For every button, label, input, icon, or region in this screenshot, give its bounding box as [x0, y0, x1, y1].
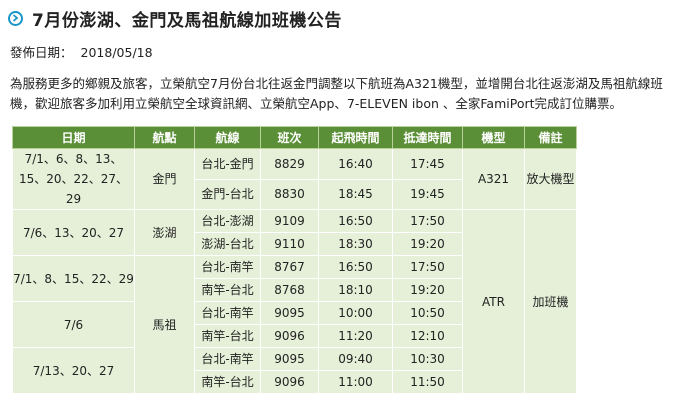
arrival-time-cell: 10:50	[392, 301, 463, 325]
page-title: 7月份澎湖、金門及馬祖航線加班機公告	[32, 10, 342, 31]
arrival-time-cell: 17:45	[392, 148, 463, 180]
chevron-right-circle-icon	[8, 10, 23, 26]
flight-number-cell: 8829	[260, 148, 319, 180]
departure-time-cell: 16:40	[318, 148, 393, 180]
route-cell: 澎湖-台北	[194, 232, 261, 256]
column-header-flight: 班次	[260, 126, 319, 149]
route-cell: 台北-南竿	[194, 347, 261, 371]
destination-cell: 澎湖	[134, 209, 195, 256]
flight-number-cell: 9095	[260, 301, 319, 325]
remarks-cell: 加班機	[524, 209, 577, 394]
departure-time-cell: 10:00	[318, 301, 393, 325]
flight-number-cell: 9110	[260, 232, 319, 256]
date-cell: 7/6	[12, 301, 135, 348]
flight-schedule-table: 日期 航點 航線 班次 起飛時間 抵達時間 機型 備註 7/1、6、8、13、1…	[12, 126, 577, 394]
aircraft-cell: ATR	[462, 209, 525, 394]
column-header-departure: 起飛時間	[318, 126, 393, 149]
date-cell: 7/1、6、8、13、15、20、22、27、29	[12, 148, 135, 210]
table-header-row: 日期 航點 航線 班次 起飛時間 抵達時間 機型 備註	[12, 126, 577, 149]
arrival-time-cell: 17:50	[392, 255, 463, 279]
departure-time-cell: 09:40	[318, 347, 393, 371]
departure-time-cell: 16:50	[318, 255, 393, 279]
table-row: 澎湖-台北 9110 18:30 19:20	[13, 232, 577, 256]
column-header-destination: 航點	[134, 126, 195, 149]
departure-time-cell: 18:45	[318, 178, 393, 210]
table-row: 南竿-台北 9096 11:00 11:50	[13, 370, 577, 394]
remarks-cell: 放大機型	[524, 148, 577, 210]
publish-date-label: 發佈日期：	[10, 45, 73, 60]
flight-number-cell: 8830	[260, 178, 319, 210]
table-row: 7/13、20、27 台北-南竿 9095 09:40 10:30	[12, 347, 577, 394]
table-row: 7/1、8、15、22、29 馬祖 台北-南竿 8767 16:50 17:50	[12, 255, 577, 394]
flight-number-cell: 9096	[260, 324, 319, 348]
date-cell: 7/1、8、15、22、29	[12, 255, 135, 302]
publish-date: 發佈日期： 2018/05/18	[10, 42, 153, 61]
announcement-body: 為服務更多的鄉親及旅客，立榮航空7月份台北往返金門調整以下航班為A321機型，並…	[10, 76, 663, 111]
route-cell: 台北-澎湖	[194, 209, 261, 233]
date-cell: 7/6、13、20、27	[12, 209, 135, 256]
departure-time-cell: 11:00	[318, 370, 393, 394]
flight-number-cell: 9109	[260, 209, 319, 233]
announcement-header: 7月份澎湖、金門及馬祖航線加班機公告	[8, 6, 342, 31]
column-header-remarks: 備註	[524, 126, 577, 149]
route-cell: 金門-台北	[194, 178, 261, 210]
table-row: 7/6、13、20、27 澎湖 台北-澎湖 9109 16:50 17:50 A…	[12, 209, 577, 394]
departure-time-cell: 18:10	[318, 278, 393, 302]
date-cell: 7/13、20、27	[12, 347, 135, 394]
table-row: 7/1、6、8、13、15、20、22、27、29 金門 台北-金門 8829 …	[12, 148, 577, 210]
flight-number-cell: 8768	[260, 278, 319, 302]
departure-time-cell: 16:50	[318, 209, 393, 233]
arrival-time-cell: 19:45	[392, 178, 463, 210]
departure-time-cell: 18:30	[318, 232, 393, 256]
route-cell: 台北-南竿	[194, 255, 261, 279]
route-cell: 台北-南竿	[194, 301, 261, 325]
flight-number-cell: 9096	[260, 370, 319, 394]
table-row: 金門-台北 8830 18:45 19:45	[13, 178, 577, 210]
route-cell: 南竿-台北	[194, 370, 261, 394]
arrival-time-cell: 17:50	[392, 209, 463, 233]
table-row: 南竿-台北 9096 11:20 12:10	[13, 324, 577, 348]
aircraft-cell: A321	[462, 148, 525, 210]
publish-date-value: 2018/05/18	[80, 45, 153, 60]
flight-number-cell: 9095	[260, 347, 319, 371]
arrival-time-cell: 19:20	[392, 278, 463, 302]
column-header-arrival: 抵達時間	[392, 126, 463, 149]
route-cell: 南竿-台北	[194, 324, 261, 348]
column-header-aircraft: 機型	[462, 126, 525, 149]
arrival-time-cell: 19:20	[392, 232, 463, 256]
route-cell: 台北-金門	[194, 148, 261, 180]
destination-cell: 馬祖	[134, 255, 195, 394]
table-row: 7/6 台北-南竿 9095 10:00 10:50	[12, 301, 577, 348]
destination-cell: 金門	[134, 148, 195, 210]
route-cell: 南竿-台北	[194, 278, 261, 302]
arrival-time-cell: 10:30	[392, 347, 463, 371]
arrival-time-cell: 11:50	[392, 370, 463, 394]
column-header-route: 航線	[194, 126, 261, 149]
arrival-time-cell: 12:10	[392, 324, 463, 348]
table-row: 南竿-台北 8768 18:10 19:20	[13, 278, 577, 302]
flight-number-cell: 8767	[260, 255, 319, 279]
departure-time-cell: 11:20	[318, 324, 393, 348]
column-header-date: 日期	[12, 126, 135, 149]
